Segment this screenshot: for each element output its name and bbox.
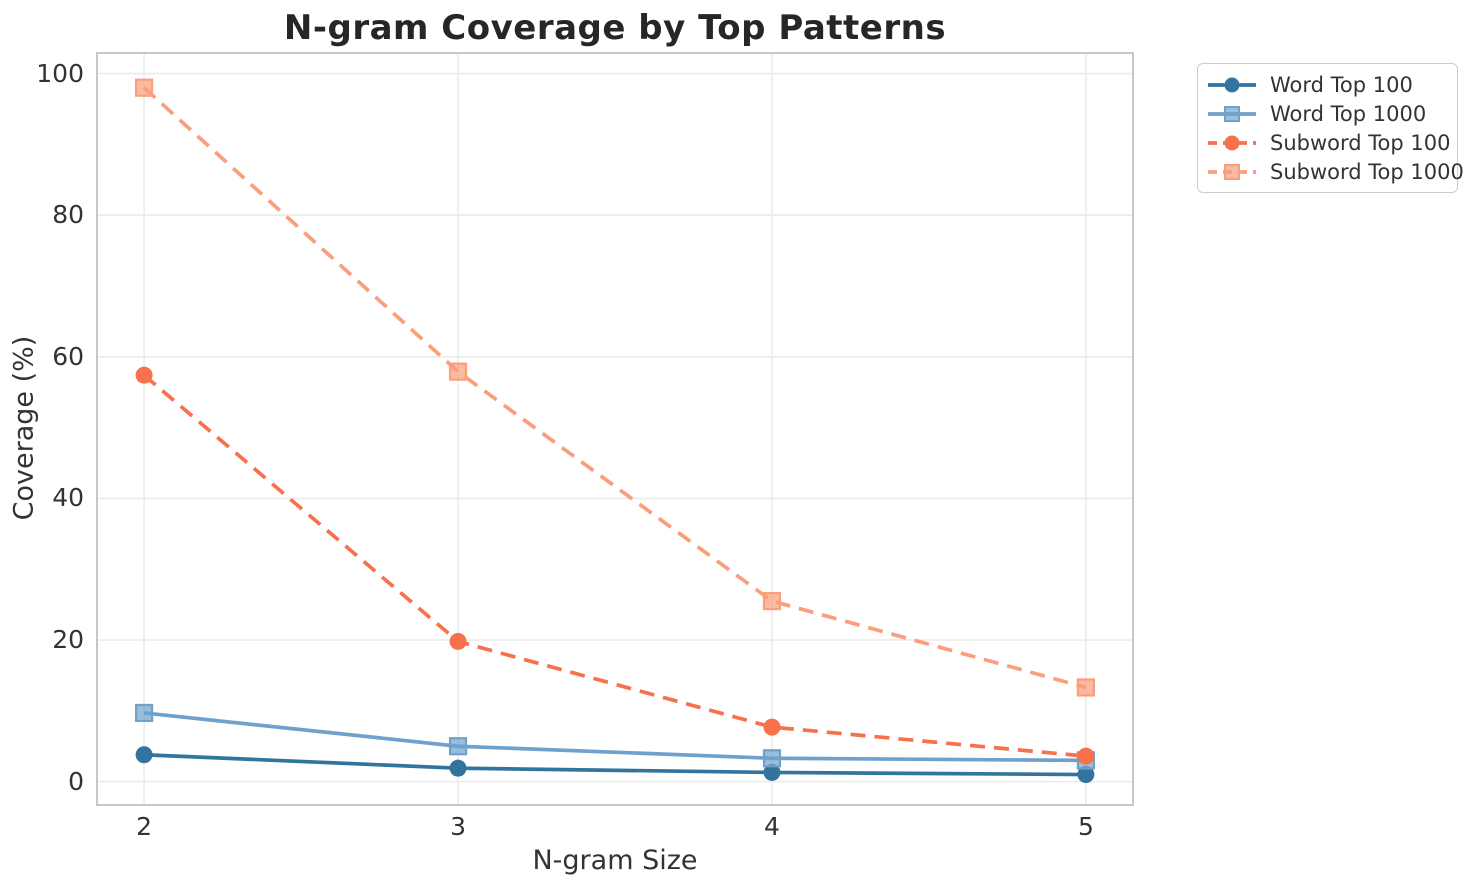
legend-line-sample-icon <box>1208 77 1256 92</box>
x-axis-label: N-gram Size <box>532 845 698 876</box>
circle-marker-icon <box>1224 135 1240 150</box>
data-point-marker <box>134 703 154 723</box>
legend-line-sample-icon <box>1208 105 1256 122</box>
legend-item: Word Top 1000 <box>1208 99 1457 128</box>
plot-border <box>96 52 1134 806</box>
legend-item: Subword Top 100 <box>1208 128 1457 157</box>
y-tick-label: 0 <box>68 766 84 796</box>
x-tick-label: 4 <box>764 812 780 841</box>
chart-title: N-gram Coverage by Top Patterns <box>283 8 947 48</box>
series-line-0 <box>144 752 1086 777</box>
legend: Word Top 100 Word Top 1000 Subword Top 1… <box>1197 63 1464 193</box>
y-axis-label: Coverage (%) <box>8 335 40 521</box>
square-marker-icon <box>1224 105 1240 122</box>
data-point-marker <box>135 746 153 764</box>
y-tick-label: 60 <box>52 341 84 371</box>
data-point-marker <box>1077 766 1095 784</box>
data-point-marker <box>449 632 467 650</box>
circle-marker-icon <box>1224 77 1240 92</box>
legend-line-sample-icon <box>1208 163 1256 180</box>
data-point-marker <box>449 759 467 777</box>
data-point-marker <box>763 718 781 736</box>
legend-item-label: Word Top 1000 <box>1270 101 1427 126</box>
y-tick-label: 40 <box>52 483 84 513</box>
data-point-marker <box>448 737 468 756</box>
data-point-marker <box>763 763 781 781</box>
legend-item: Subword Top 1000 <box>1208 157 1464 186</box>
data-point-marker <box>134 78 154 97</box>
x-tick-label: 5 <box>1077 812 1094 841</box>
y-tick-label: 100 <box>36 58 84 88</box>
x-tick-label: 3 <box>450 812 466 841</box>
series-line-2 <box>142 373 1087 758</box>
series-line-1 <box>143 711 1086 763</box>
y-tick-label: 20 <box>52 625 84 654</box>
square-marker-icon <box>1224 163 1240 180</box>
y-tick-label: 80 <box>52 200 84 230</box>
legend-line-sample-icon <box>1208 135 1256 150</box>
data-point-marker <box>762 749 782 768</box>
data-point-marker <box>1076 678 1096 697</box>
legend-item-label: Word Top 100 <box>1270 72 1413 97</box>
data-point-marker <box>1077 747 1095 765</box>
data-point-marker <box>135 366 153 384</box>
data-point-marker <box>448 362 468 381</box>
x-tick-label: 2 <box>136 812 153 841</box>
legend-item: Word Top 100 <box>1208 70 1457 99</box>
series-line-3 <box>142 86 1087 690</box>
data-point-marker <box>762 591 782 611</box>
legend-item-label: Subword Top 100 <box>1270 130 1451 155</box>
legend-item-label: Subword Top 1000 <box>1270 159 1464 184</box>
